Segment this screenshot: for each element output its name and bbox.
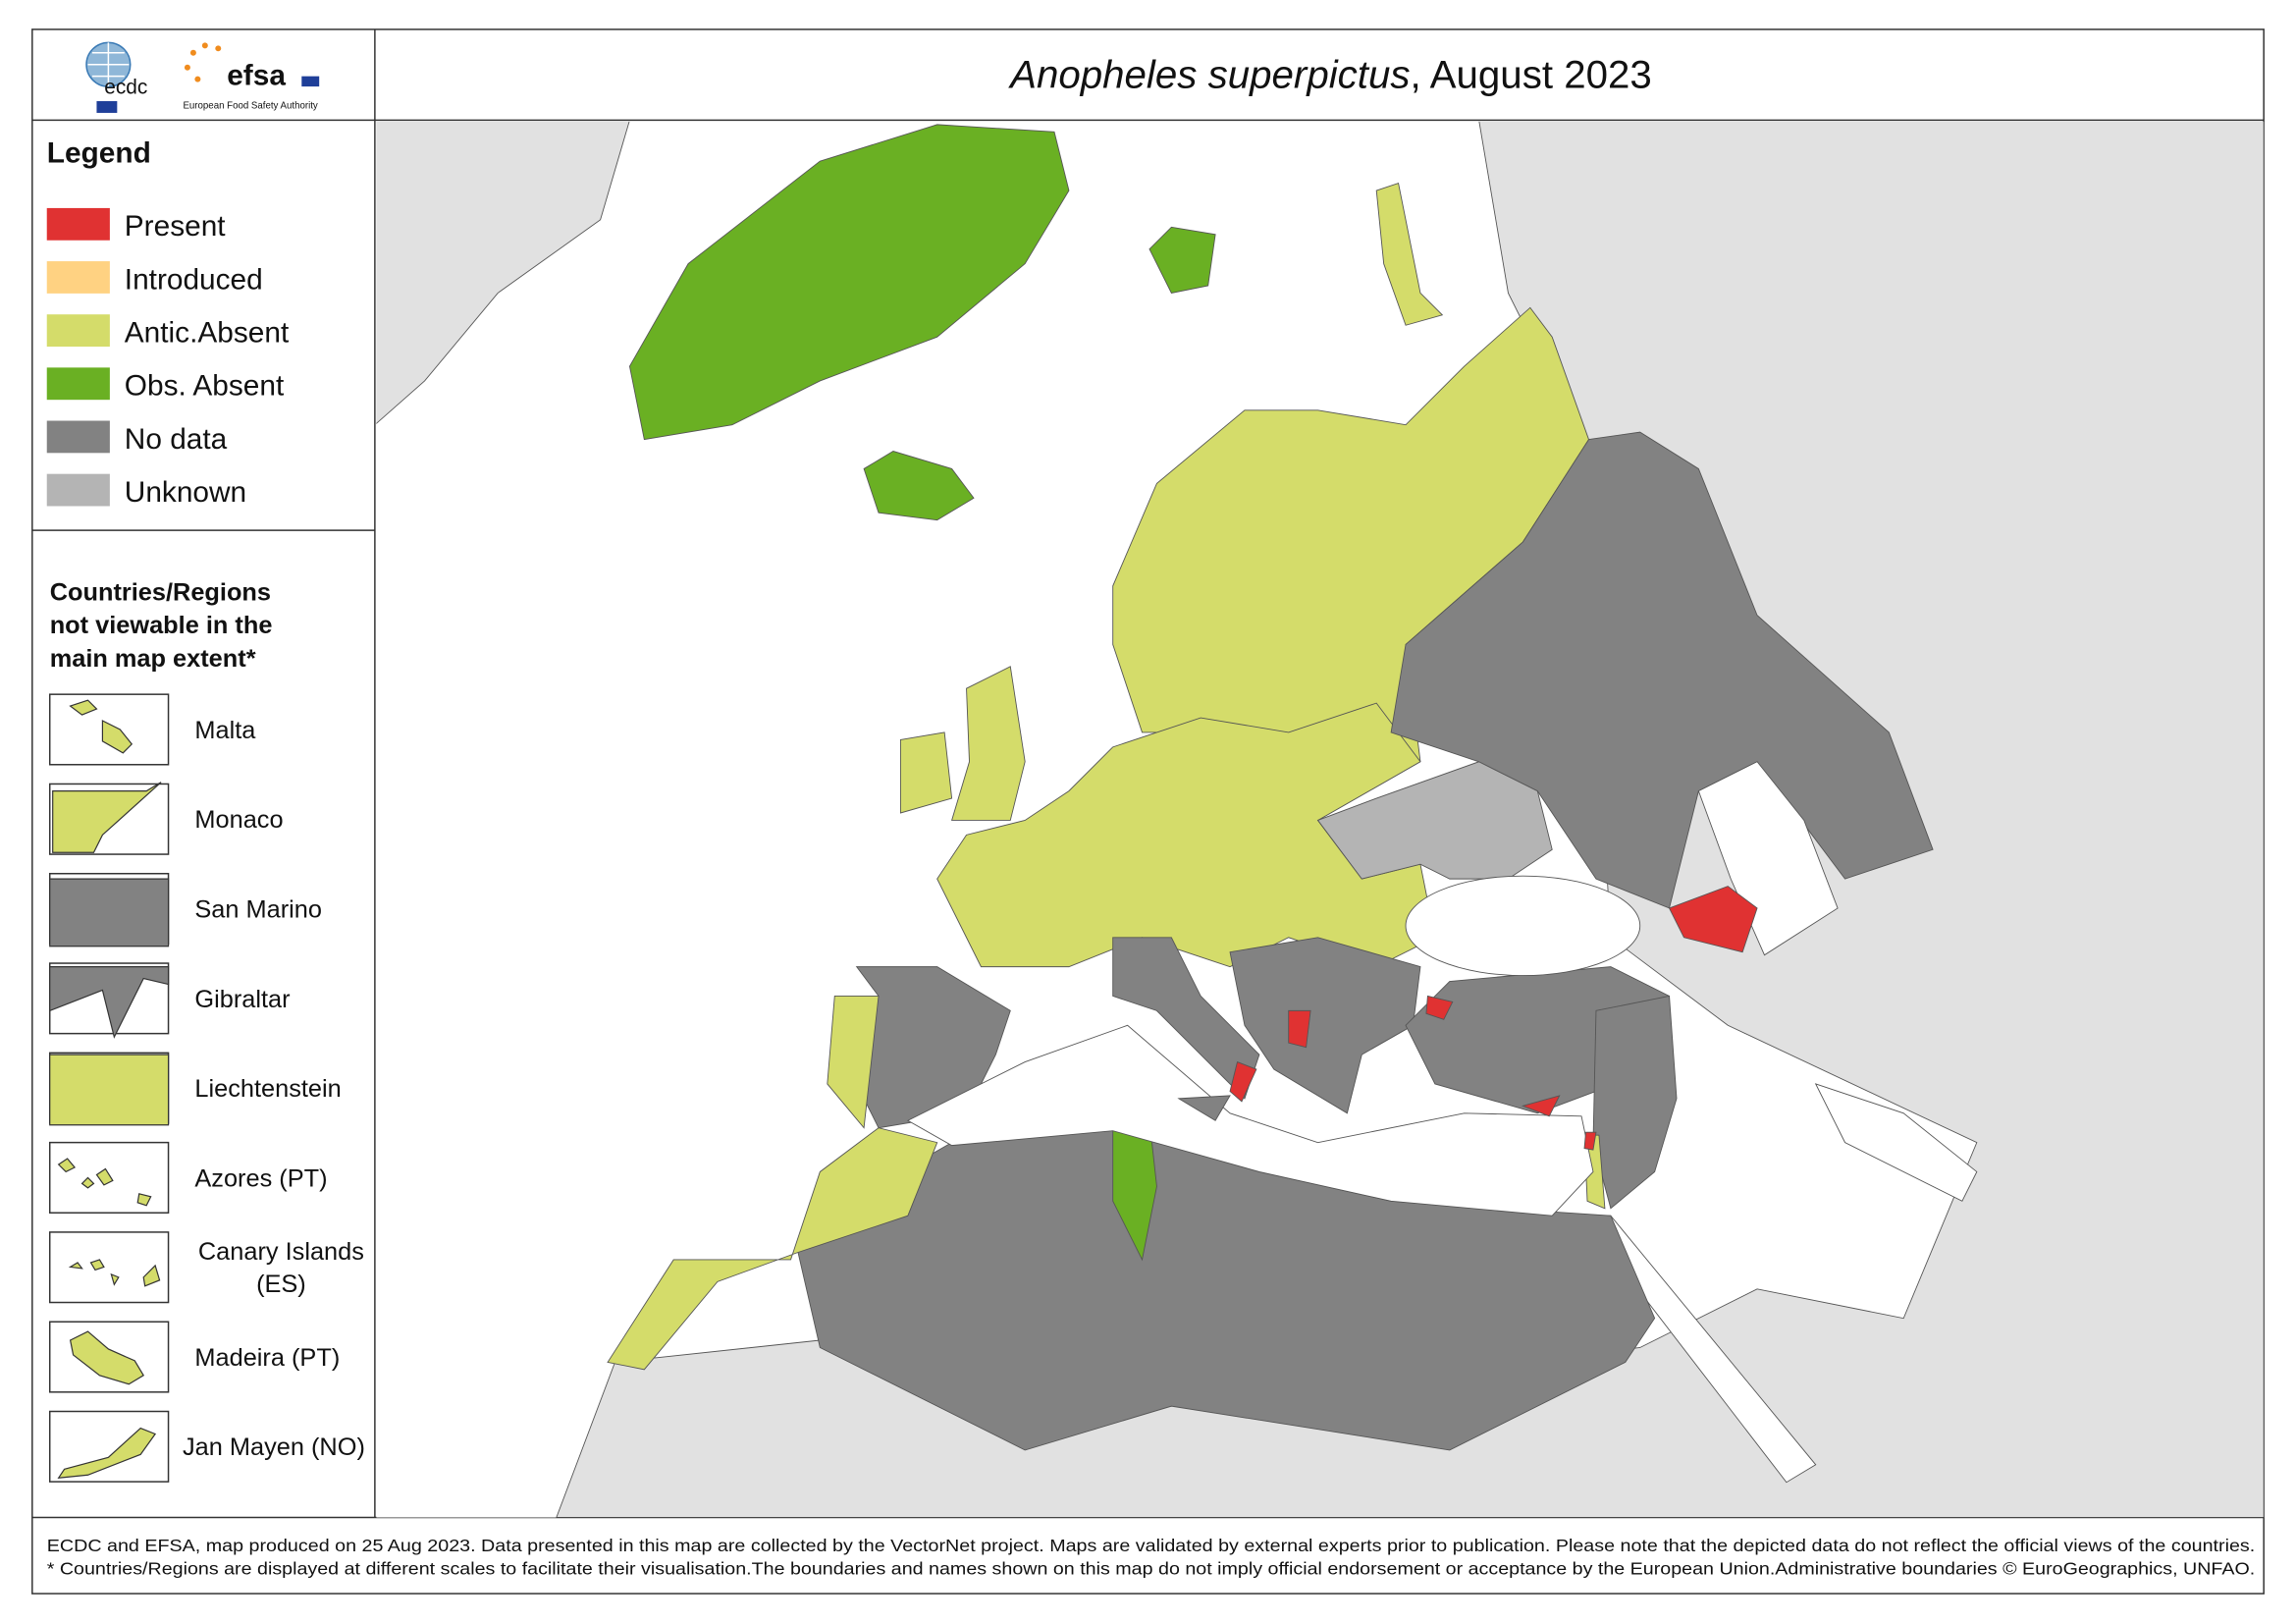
inset-shape [49,878,170,947]
inset-label: Liechtenstein [194,1075,341,1103]
inset-label: Canary Islands [198,1238,364,1266]
legend-label: No data [125,423,228,456]
caucasus-present [1668,886,1758,953]
inset-label: Madeira (PT) [194,1344,340,1372]
inset-shape [68,1259,161,1287]
logos: ecdc efsa European Food Safety Authority [85,41,320,113]
ireland [899,731,953,814]
legend-label: Antic.Absent [125,317,290,350]
persian-gulf [1814,1083,1978,1202]
inset-label: (ES) [256,1271,306,1298]
legend-swatch [46,314,110,348]
inset-shape [69,699,133,754]
lebanon-present [1583,1131,1597,1151]
legend-swatch [46,207,110,241]
footer-line: * Countries/Regions are displayed at dif… [47,1559,2255,1579]
inset-shape [57,1427,157,1479]
map [376,121,2265,1518]
footer-line: ECDC and EFSA, map produced on 25 Aug 20… [47,1536,2255,1555]
inset-box [48,1231,170,1304]
black-sea [1405,875,1641,977]
albania-present [1288,1009,1311,1049]
inset-label: Azores (PT) [194,1164,327,1192]
inset-title-line: not viewable in the [50,612,273,639]
inset-shape [49,966,170,1039]
ukraine [1316,761,1553,880]
legend-label: Unknown [125,476,246,509]
legend: Present Introduced Antic.Absent Obs. Absent… [46,207,290,509]
legend-swatch [46,420,110,454]
portugal [827,996,880,1129]
title-date: , August 2023 [1411,53,1652,97]
caspian-sea [1697,761,1839,956]
legend-swatch [46,367,110,401]
inset-label: San Marino [194,895,322,923]
footer: ECDC and EFSA, map produced on 25 Aug 20… [47,1536,2255,1579]
eu-flag [301,76,320,87]
inset-title: Countries/Regions not viewable in the main… [50,579,273,673]
great-britain [951,666,1026,821]
inset-label: Jan Mayen (NO) [183,1434,365,1461]
sicily [1177,1095,1231,1121]
map-title: Anopheles superpictus, August 2023 [1008,53,1652,97]
legend-title: Legend [47,137,151,170]
land-north-america [376,121,630,424]
balkans [1229,937,1421,1114]
title-species: Anopheles superpictus [1008,53,1410,97]
globe-lines [87,42,130,87]
inset-shape [57,1158,152,1207]
inset-label: Monaco [194,806,283,834]
iceland [863,451,975,521]
inset-label: Malta [194,717,256,744]
efsa-caption: European Food Safety Authority [183,100,317,111]
efsa-logo-text: efsa [227,60,286,92]
inset-shape [49,1054,170,1126]
svalbard [1148,226,1216,294]
inset-list: Malta Monaco San Marino Gibraltar Liechtenst… [48,693,365,1483]
inset-shape [52,782,162,853]
novaya-zemlya [1375,182,1444,326]
italy [1112,937,1260,1100]
greenland [628,124,1070,441]
morocco [607,1127,938,1371]
inset-title-line: main map extent* [50,645,256,673]
inset-shape [69,1330,145,1385]
inset-title-line: Countries/Regions [50,579,271,607]
ecdc-logo-text: ecdc [104,77,147,99]
legend-swatch [46,473,110,507]
legend-label: Introduced [125,263,263,296]
calabria-present [1229,1060,1257,1103]
cyprus-present [1521,1095,1561,1117]
legend-label: Present [125,210,227,243]
legend-swatch [46,261,110,294]
thrace-present [1425,995,1454,1020]
efsa-stars [184,42,222,82]
eu-flag [96,101,118,113]
inset-label: Gibraltar [194,986,291,1013]
legend-label: Obs. Absent [125,370,285,403]
